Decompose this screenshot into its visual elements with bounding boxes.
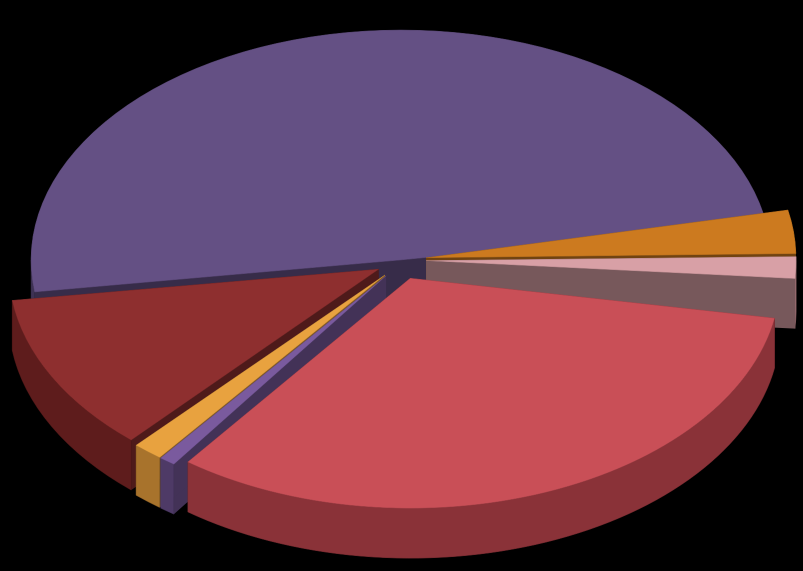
- pie-chart-3d: [0, 0, 803, 571]
- pie-slice: [161, 458, 174, 514]
